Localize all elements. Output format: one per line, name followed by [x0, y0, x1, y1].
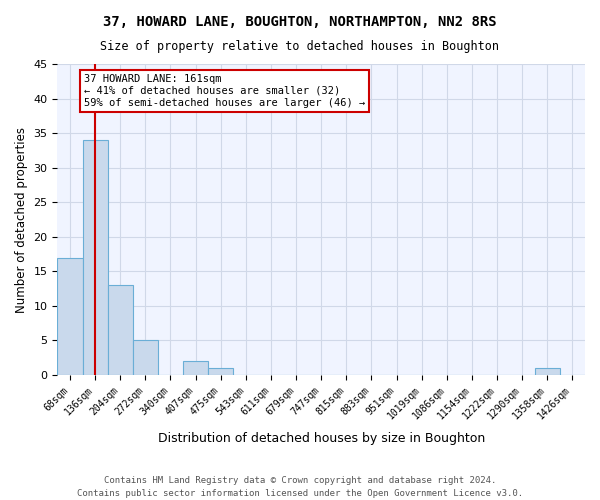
Text: 37, HOWARD LANE, BOUGHTON, NORTHAMPTON, NN2 8RS: 37, HOWARD LANE, BOUGHTON, NORTHAMPTON, … [103, 15, 497, 29]
Bar [208, 368, 233, 375]
Text: Size of property relative to detached houses in Boughton: Size of property relative to detached ho… [101, 40, 499, 53]
Text: 37 HOWARD LANE: 161sqm
← 41% of detached houses are smaller (32)
59% of semi-det: 37 HOWARD LANE: 161sqm ← 41% of detached… [84, 74, 365, 108]
Bar [58, 258, 83, 375]
X-axis label: Distribution of detached houses by size in Boughton: Distribution of detached houses by size … [158, 432, 485, 445]
Bar [107, 285, 133, 375]
Bar [83, 140, 107, 375]
Y-axis label: Number of detached properties: Number of detached properties [15, 126, 28, 312]
Bar [183, 361, 208, 375]
Text: Contains HM Land Registry data © Crown copyright and database right 2024.: Contains HM Land Registry data © Crown c… [104, 476, 496, 485]
Bar [535, 368, 560, 375]
Bar [133, 340, 158, 375]
Text: Contains public sector information licensed under the Open Government Licence v3: Contains public sector information licen… [77, 488, 523, 498]
